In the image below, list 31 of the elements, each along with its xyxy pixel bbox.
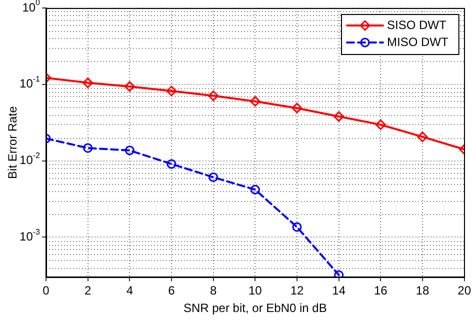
legend-label: SISO DWT [387, 18, 448, 32]
y-axis-title: Bit Error Rate [6, 106, 20, 179]
x-tick-label: 14 [332, 284, 346, 298]
point [208, 172, 218, 182]
x-tick-label: 18 [416, 284, 430, 298]
point [375, 119, 386, 130]
point [250, 184, 260, 194]
x-tick-label: 2 [84, 284, 92, 298]
x-tick-label: 6 [168, 284, 176, 298]
point [208, 90, 219, 102]
point [417, 132, 428, 142]
x-tick-label: 10 [248, 284, 262, 298]
point [124, 146, 134, 156]
point [83, 143, 93, 153]
point [334, 270, 344, 278]
point [250, 96, 260, 107]
point [292, 222, 302, 232]
x-tick-label: 4 [126, 284, 134, 298]
point [82, 78, 94, 88]
legend-label: MISO DWT [387, 34, 449, 49]
x-tick-label: 0 [42, 284, 50, 298]
x-tick-label: 20 [458, 284, 472, 298]
x-tick-label: 16 [374, 284, 388, 298]
x-axis-title: SNR per bit, or EbN0 in dB [183, 301, 327, 316]
x-tick-label: 8 [210, 284, 217, 298]
x-tick-label: 12 [290, 284, 304, 298]
point [334, 111, 344, 122]
point [124, 81, 135, 92]
point [292, 102, 302, 114]
point [166, 86, 177, 96]
point [166, 159, 176, 169]
